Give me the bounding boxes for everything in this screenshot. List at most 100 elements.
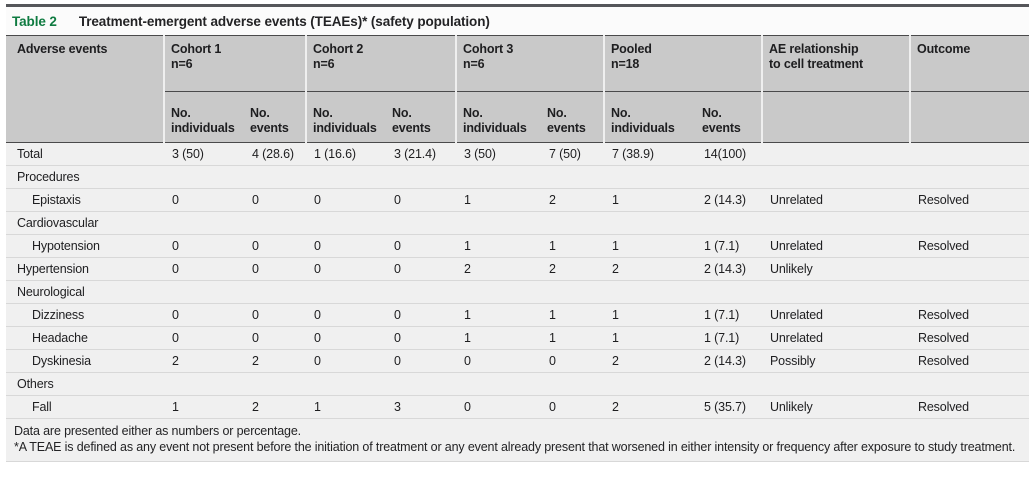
- cell: 0: [164, 257, 244, 281]
- cell: 2: [604, 349, 696, 373]
- cell: [604, 280, 696, 304]
- row-label: Headache: [6, 326, 164, 350]
- cell: [910, 211, 1029, 235]
- cell: 14(100): [696, 142, 762, 166]
- cell: [456, 372, 541, 396]
- cell: [306, 372, 386, 396]
- cell: 0: [244, 234, 306, 258]
- cell: 1 (7.1): [696, 303, 762, 327]
- row-label: Hypertension: [6, 257, 164, 281]
- cell: Resolved: [910, 349, 1029, 373]
- cell: [244, 165, 306, 189]
- cell: 2: [541, 188, 604, 212]
- cell: 1: [164, 395, 244, 419]
- cell: 1 (7.1): [696, 234, 762, 258]
- cell: Resolved: [910, 188, 1029, 212]
- subcolumn-pooled-individuals: No. individuals: [603, 91, 696, 143]
- cell: [244, 211, 306, 235]
- cell: 1: [456, 303, 541, 327]
- cell: [541, 165, 604, 189]
- cell: 7 (38.9): [604, 142, 696, 166]
- cell: [541, 211, 604, 235]
- cell: 0: [164, 303, 244, 327]
- cell: [762, 165, 910, 189]
- subcolumn-cohort3-individuals: No. individuals: [455, 91, 541, 143]
- cell: 0: [386, 303, 456, 327]
- footnote-data-presentation: Data are presented either as numbers or …: [14, 424, 301, 438]
- cell: 3 (50): [164, 142, 244, 166]
- header-spacer-ae-relationship: [761, 91, 910, 143]
- cell: 0: [164, 188, 244, 212]
- cell: 0: [164, 326, 244, 350]
- column-group-pooled: Pooled n=18: [603, 35, 762, 92]
- table-row: Dyskinesia 2 2 0 0 0 0 2 2 (14.3) Possibly Resolve…: [6, 349, 1029, 373]
- column-header-ae-relationship: AE relationship to cell treatment: [761, 35, 910, 92]
- cell: 1: [541, 326, 604, 350]
- cell: 0: [306, 234, 386, 258]
- cell: [306, 280, 386, 304]
- cell: 2: [164, 349, 244, 373]
- cell: 1: [456, 326, 541, 350]
- subcolumn-pooled-events: No. events: [696, 91, 762, 143]
- cell: 2: [604, 395, 696, 419]
- cell: 0: [386, 234, 456, 258]
- table-row: Hypotension 0 0 0 0 1 1 1 1 (7.1) Unrelated Resolv…: [6, 234, 1029, 258]
- table-row: Headache 0 0 0 0 1 1 1 1 (7.1) Unrelated Resolved: [6, 326, 1029, 350]
- table-row: Dizziness 0 0 0 0 1 1 1 1 (7.1) Unrelated Resolved: [6, 303, 1029, 327]
- cell: 0: [164, 234, 244, 258]
- cell: 0: [244, 257, 306, 281]
- cell: [910, 280, 1029, 304]
- cell: Resolved: [910, 395, 1029, 419]
- table-header: Adverse events Cohort 1 n=6 Cohort 2 n=6…: [6, 35, 1029, 143]
- row-label: Hypotension: [6, 234, 164, 258]
- cell: 4 (28.6): [244, 142, 306, 166]
- cell: 2: [244, 395, 306, 419]
- cell: 1: [456, 234, 541, 258]
- cell: [696, 165, 762, 189]
- table-row: Neurological: [6, 280, 1029, 304]
- cell: [386, 211, 456, 235]
- table-row: Fall 1 2 1 3 0 0 2 5 (35.7) Unlikely Resolved: [6, 395, 1029, 419]
- column-header-adverse-events: Adverse events: [6, 35, 164, 143]
- cell: [696, 280, 762, 304]
- subcolumn-cohort3-events: No. events: [541, 91, 604, 143]
- cell: 2 (14.3): [696, 188, 762, 212]
- cell: Resolved: [910, 326, 1029, 350]
- cell: [386, 165, 456, 189]
- table-number-label: Table 2: [12, 14, 57, 29]
- cell: 3 (50): [456, 142, 541, 166]
- table-row: Cardiovascular: [6, 211, 1029, 235]
- cell: [762, 211, 910, 235]
- header-sub-row: No. individuals No. events No. individua…: [6, 91, 1029, 143]
- row-label: Cardiovascular: [6, 211, 164, 235]
- header-group-row: Adverse events Cohort 1 n=6 Cohort 2 n=6…: [6, 35, 1029, 143]
- cell: 1: [541, 303, 604, 327]
- table-row: Hypertension 0 0 0 0 2 2 2 2 (14.3) Unlikely: [6, 257, 1029, 281]
- cell: 2: [244, 349, 306, 373]
- cell: 0: [306, 303, 386, 327]
- table-row: Epistaxis 0 0 0 0 1 2 1 2 (14.3) Unrelated Resolve…: [6, 188, 1029, 212]
- cell: 2: [541, 257, 604, 281]
- cell: 1: [604, 188, 696, 212]
- cell: 1: [456, 188, 541, 212]
- cell: 0: [456, 395, 541, 419]
- cell: 0: [386, 326, 456, 350]
- cell: [541, 280, 604, 304]
- table-title-bar: Table 2 Treatment-emergent adverse events…: [6, 7, 1029, 35]
- cell: [244, 372, 306, 396]
- table-row: Others: [6, 372, 1029, 396]
- cell: Unlikely: [762, 395, 910, 419]
- cell: [306, 165, 386, 189]
- adverse-events-table: Adverse events Cohort 1 n=6 Cohort 2 n=6…: [6, 35, 1029, 419]
- column-header-outcome: Outcome: [909, 35, 1029, 92]
- cell: 5 (35.7): [696, 395, 762, 419]
- subcolumn-cohort2-events: No. events: [386, 91, 456, 143]
- cell: [696, 211, 762, 235]
- cell: 2 (14.3): [696, 349, 762, 373]
- cell: 1: [306, 395, 386, 419]
- table-caption: Treatment-emergent adverse events (TEAEs…: [78, 14, 490, 29]
- cell: 7 (50): [541, 142, 604, 166]
- cell: [604, 165, 696, 189]
- cell: 0: [541, 349, 604, 373]
- row-label: Others: [6, 372, 164, 396]
